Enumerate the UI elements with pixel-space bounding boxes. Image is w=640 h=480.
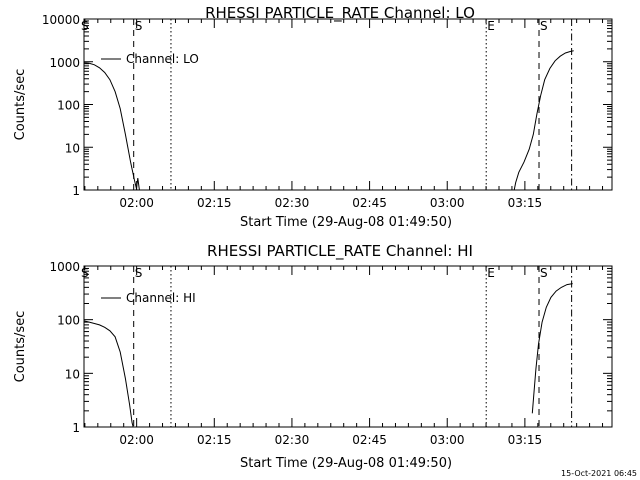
x-tick-label: 03:15 — [508, 196, 543, 210]
x-axis-label: Start Time (29-Aug-08 01:49:50) — [240, 456, 452, 471]
event-marker-label: E — [487, 266, 495, 280]
x-tick-label: 02:00 — [119, 433, 154, 447]
series-line — [83, 62, 138, 191]
event-marker-label: E — [487, 19, 495, 33]
event-marker-label: S — [135, 19, 143, 33]
x-tick-label: 02:15 — [197, 196, 232, 210]
x-tick-label: 02:30 — [275, 433, 310, 447]
series-line — [513, 50, 574, 191]
series-line — [83, 320, 134, 428]
x-tick-label: 02:45 — [352, 433, 387, 447]
x-tick-label: 02:00 — [119, 196, 154, 210]
panel-lo: RHESSI PARTICLE_RATE Channel: LO Counts/s… — [13, 4, 613, 230]
event-marker-label: S — [81, 19, 89, 33]
y-tick-label: 1000 — [49, 260, 80, 274]
x-tick-label: 02:15 — [197, 433, 232, 447]
event-marker-label: S — [81, 266, 89, 280]
x-axis-label: Start Time (29-Aug-08 01:49:50) — [240, 215, 452, 230]
y-tick-label: 1 — [72, 184, 80, 198]
x-tick-label: 02:45 — [352, 196, 387, 210]
event-marker-label: S — [540, 19, 548, 33]
chart-title: RHESSI PARTICLE_RATE Channel: LO — [205, 4, 475, 23]
y-axis-label: Counts/sec — [13, 311, 28, 383]
x-tick-label: 03:00 — [430, 433, 465, 447]
y-tick-label: 100 — [57, 99, 80, 113]
panel-hi: RHESSI PARTICLE_RATE Channel: HI Counts/s… — [13, 242, 613, 471]
event-marker-label: S — [135, 266, 143, 280]
plot-frame — [83, 265, 613, 428]
series-line — [135, 178, 140, 191]
y-tick-label: 1 — [72, 421, 80, 435]
y-tick-label: 100 — [57, 314, 80, 328]
legend-label: Channel: HI — [126, 291, 196, 305]
y-tick-label: 1000 — [49, 56, 80, 70]
x-tick-label: 02:30 — [275, 196, 310, 210]
y-tick-label: 10 — [65, 141, 80, 155]
event-marker-label: S — [540, 266, 548, 280]
chart-title: RHESSI PARTICLE_RATE Channel: HI — [207, 242, 473, 261]
plot-frame — [83, 18, 613, 191]
y-tick-label: 10 — [65, 367, 80, 381]
legend-label: Channel: LO — [126, 52, 199, 66]
y-tick-label: 10000 — [42, 13, 80, 27]
x-tick-label: 03:00 — [430, 196, 465, 210]
x-tick-label: 03:15 — [508, 433, 543, 447]
y-axis-label: Counts/sec — [13, 69, 28, 141]
plot-timestamp: 15-Oct-2021 06:45 — [561, 469, 637, 478]
series-line — [531, 283, 573, 414]
